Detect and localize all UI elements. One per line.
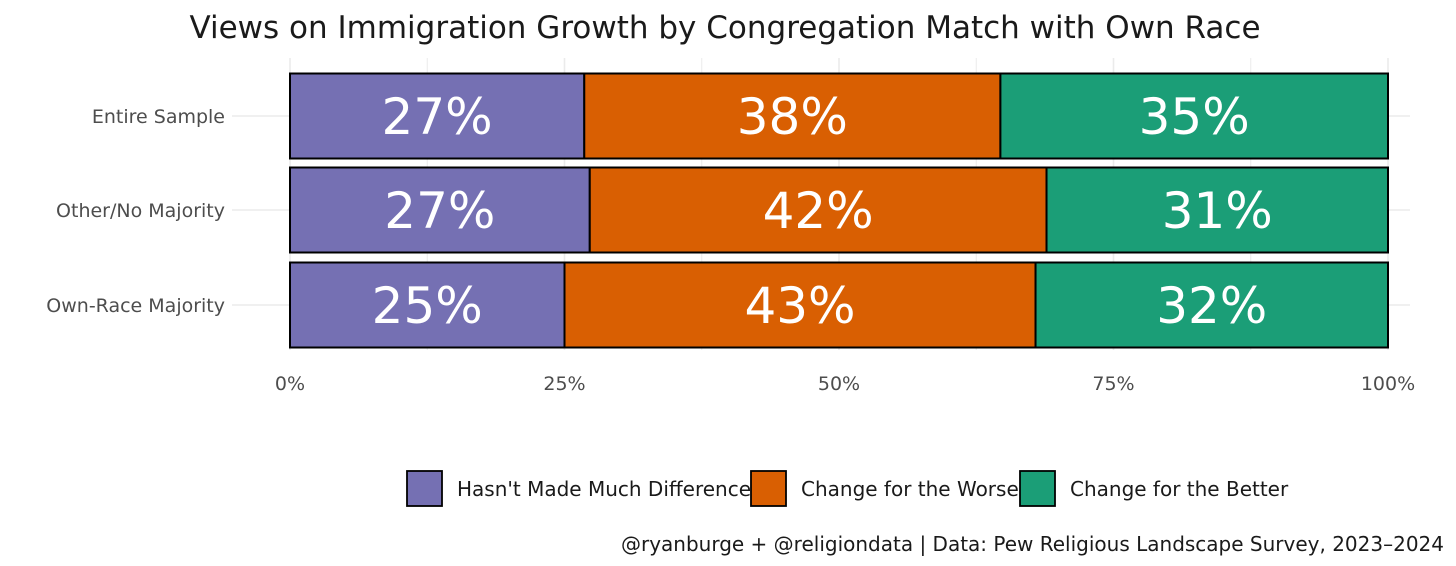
legend: Hasn't Made Much Difference Change for th… [406, 470, 1289, 507]
y-tick-label: Other/No Majority [56, 200, 225, 222]
legend-key [1019, 470, 1056, 507]
legend-key [406, 470, 443, 507]
x-axis-labels: 0% 25% 50% 75% 100% [275, 373, 1415, 395]
y-tick-label: Entire Sample [92, 106, 225, 128]
x-tick-label: 25% [543, 373, 585, 395]
x-tick-label: 0% [275, 373, 305, 395]
x-tick-label: 50% [818, 373, 860, 395]
data-label: 31% [1162, 182, 1273, 240]
data-label: 43% [744, 277, 855, 335]
data-label: 27% [384, 182, 495, 240]
x-tick-label: 100% [1361, 373, 1415, 395]
y-tick-label: Own-Race Majority [46, 295, 225, 317]
bars [289, 72, 1389, 349]
legend-label: Change for the Better [1070, 477, 1289, 501]
data-label: 42% [763, 182, 874, 240]
bar-segment [289, 72, 586, 160]
legend-label: Change for the Worse [801, 477, 1019, 501]
data-label: 25% [372, 277, 483, 335]
data-label: 32% [1156, 277, 1267, 335]
bar-segment [289, 261, 566, 349]
chart-title: Views on Immigration Growth by Congregat… [189, 10, 1260, 46]
bar-segment [289, 166, 591, 254]
y-axis-labels: Entire Sample Other/No Majority Own-Race M… [46, 106, 225, 317]
bar-segment [583, 72, 1002, 160]
bar-segment [1034, 261, 1389, 349]
bar-segment [588, 166, 1048, 254]
data-labels: 27% 38% 35% 27% 42% 31% 25% 43% 32% [372, 88, 1273, 335]
data-label: 35% [1139, 88, 1250, 146]
legend-label: Hasn't Made Much Difference [457, 477, 751, 501]
bar-segment [999, 72, 1389, 160]
caption: @ryanburge + @religiondata | Data: Pew R… [621, 532, 1444, 556]
data-label: 38% [737, 88, 848, 146]
legend-key [750, 470, 787, 507]
data-label: 27% [382, 88, 493, 146]
x-tick-label: 75% [1092, 373, 1134, 395]
bar-segment [1045, 166, 1389, 254]
